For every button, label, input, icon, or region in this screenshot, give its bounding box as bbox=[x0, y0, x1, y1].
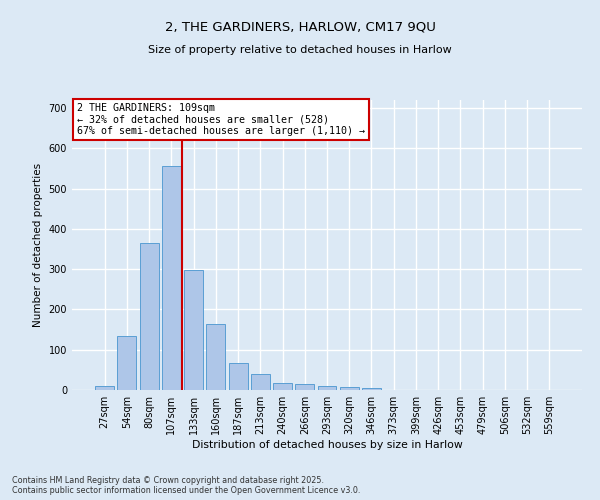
Bar bbox=[184, 270, 203, 390]
Bar bbox=[140, 243, 158, 390]
Y-axis label: Number of detached properties: Number of detached properties bbox=[33, 163, 43, 327]
Bar bbox=[340, 387, 359, 390]
Text: 2 THE GARDINERS: 109sqm
← 32% of detached houses are smaller (528)
67% of semi-d: 2 THE GARDINERS: 109sqm ← 32% of detache… bbox=[77, 103, 365, 136]
Text: Contains HM Land Registry data © Crown copyright and database right 2025.
Contai: Contains HM Land Registry data © Crown c… bbox=[12, 476, 361, 495]
Bar bbox=[362, 388, 381, 390]
Text: Size of property relative to detached houses in Harlow: Size of property relative to detached ho… bbox=[148, 45, 452, 55]
Bar bbox=[95, 386, 114, 390]
Bar bbox=[295, 384, 314, 390]
Bar bbox=[162, 166, 181, 390]
Bar bbox=[251, 374, 270, 390]
Bar bbox=[229, 363, 248, 390]
Text: 2, THE GARDINERS, HARLOW, CM17 9QU: 2, THE GARDINERS, HARLOW, CM17 9QU bbox=[164, 20, 436, 33]
X-axis label: Distribution of detached houses by size in Harlow: Distribution of detached houses by size … bbox=[191, 440, 463, 450]
Bar bbox=[273, 383, 292, 390]
Bar bbox=[317, 386, 337, 390]
Bar bbox=[206, 324, 225, 390]
Bar bbox=[118, 336, 136, 390]
